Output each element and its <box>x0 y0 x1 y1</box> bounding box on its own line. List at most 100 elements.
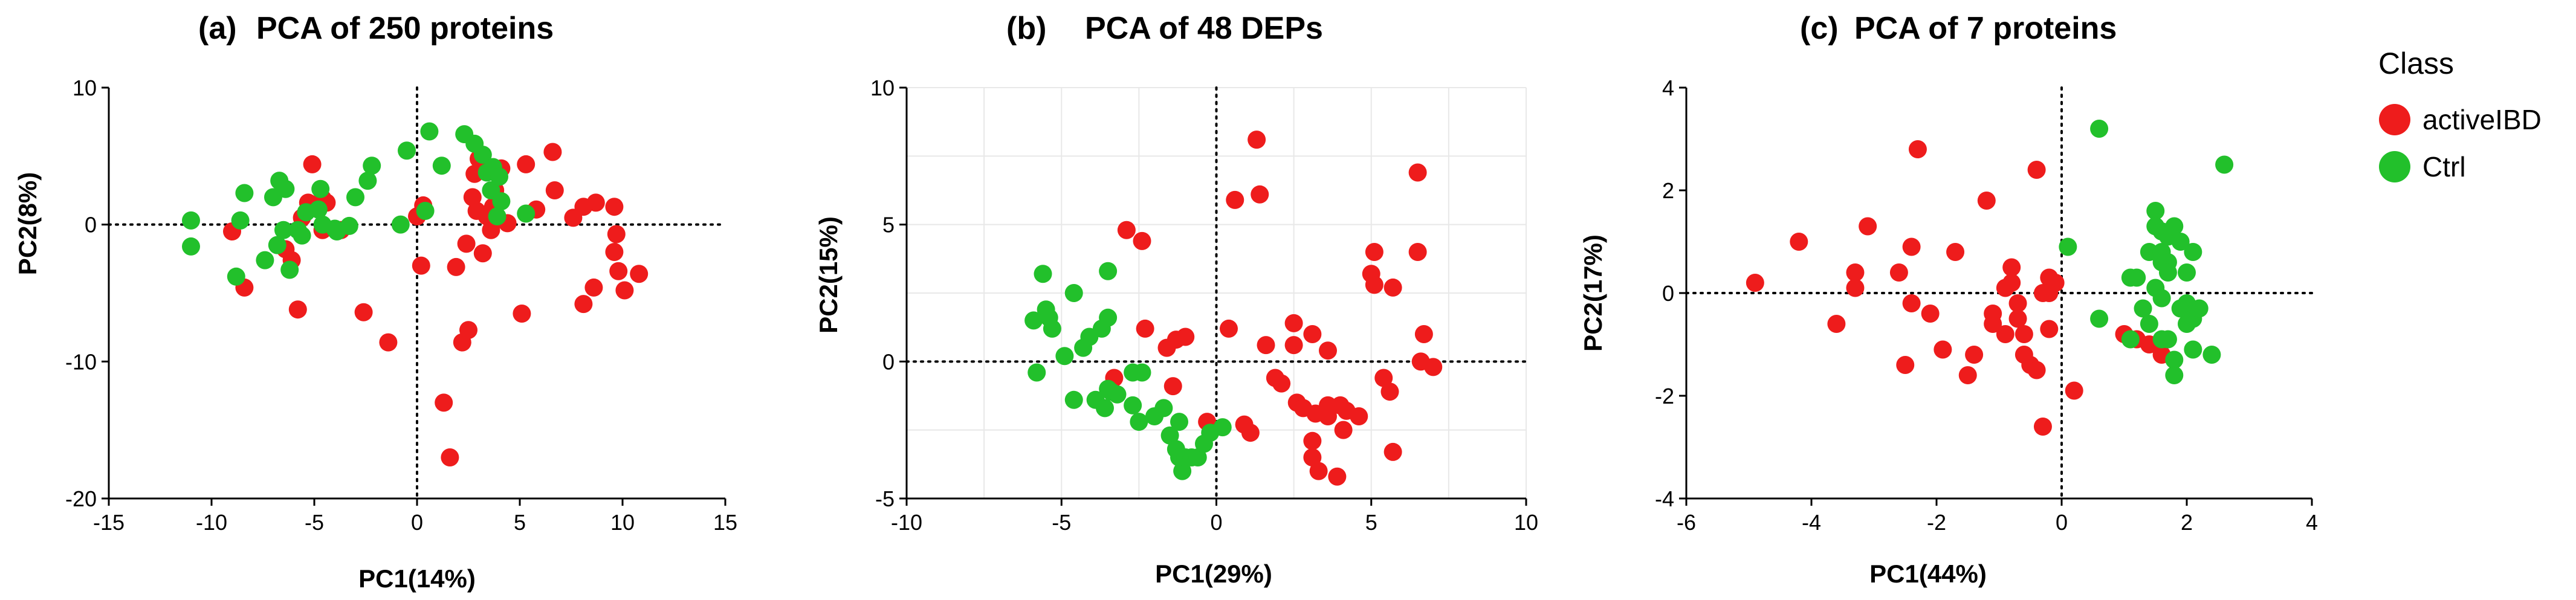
legend-label-Ctrl: Ctrl <box>2422 151 2466 182</box>
panel-a-title: PCA of 250 proteins <box>256 11 554 46</box>
panel-b-point-activeIBD <box>1136 319 1154 338</box>
panel-c-y-tick-label: -4 <box>1655 486 1674 511</box>
panel-b-point-Ctrl <box>1034 265 1052 283</box>
panel-a-x-tick-label: -5 <box>305 510 324 535</box>
panel-b-point-activeIBD <box>1176 327 1195 346</box>
panel-a-point-activeIBD <box>473 244 492 263</box>
panel-b-point-activeIBD <box>1424 358 1443 376</box>
panel-c-point-activeIBD <box>1889 263 1908 282</box>
panel-c-x-tick-label: -4 <box>1802 510 1821 535</box>
panel-a-point-Ctrl <box>274 221 293 239</box>
panel-a-point-activeIBD <box>435 393 453 412</box>
panel-b-point-Ctrl <box>1099 308 1118 327</box>
panel-a-point-activeIBD <box>630 265 649 283</box>
panel-c-point-activeIBD <box>1946 243 1965 261</box>
panel-b-point-activeIBD <box>1303 325 1322 343</box>
panel-a-point-activeIBD <box>463 188 482 207</box>
panel-c-x-tick-label: -2 <box>1927 510 1946 535</box>
panel-a-x-tick-label: -10 <box>196 510 227 535</box>
panel-a-y-tick-label: -20 <box>65 486 97 511</box>
panel-a-point-activeIBD <box>615 281 634 300</box>
panel-b-point-activeIBD <box>1383 442 1402 461</box>
panel-c-point-activeIBD <box>1902 237 1921 256</box>
panel-c-point-activeIBD <box>1859 217 1877 236</box>
panel-c-point-activeIBD <box>2027 361 2046 379</box>
panel-a-point-activeIBD <box>543 143 562 161</box>
panel-a-point-Ctrl <box>432 156 451 175</box>
panel-a-point-activeIBD <box>605 198 624 216</box>
panel-b-point-activeIBD <box>1303 448 1322 466</box>
panel-c-point-activeIBD <box>1746 274 1764 292</box>
panel-b-point-activeIBD <box>1257 336 1275 355</box>
panel-b-point-activeIBD <box>1414 325 1433 343</box>
panel-a-xlabel: PC1(14%) <box>358 564 476 593</box>
panel-a-point-Ctrl <box>490 167 508 186</box>
panel-c-point-Ctrl <box>2128 268 2146 287</box>
panel-c-point-activeIBD <box>1984 315 2002 333</box>
panel-c-y-tick-label: 2 <box>1662 178 1674 203</box>
panel-b-point-activeIBD <box>1226 190 1244 209</box>
legend: Class activeIBD Ctrl <box>2378 47 2542 182</box>
panel-c-point-Ctrl <box>2184 243 2202 261</box>
panel-a-x-tick-label: 0 <box>411 510 423 535</box>
panel-a-point-Ctrl <box>391 215 410 234</box>
panel-a-point-Ctrl <box>346 188 364 207</box>
panel-a-point-Ctrl <box>473 146 492 164</box>
panel-c-point-Ctrl <box>2140 243 2158 261</box>
panel-b-y-tick-label: -5 <box>875 486 895 511</box>
panel-a-point-activeIBD <box>457 234 476 253</box>
panel-a-point-activeIBD <box>586 193 605 212</box>
panel-c-point-activeIBD <box>2046 274 2065 292</box>
panel-a-point-Ctrl <box>182 211 200 230</box>
panel-a-point-Ctrl <box>517 204 536 223</box>
panel-b-point-activeIBD <box>1241 424 1260 442</box>
panel-a-point-Ctrl <box>358 172 377 190</box>
panel-b-point-activeIBD <box>1133 231 1151 250</box>
panel-c-point-Ctrl <box>2152 289 2171 308</box>
panel-a-point-activeIBD <box>517 155 536 173</box>
panel-b-point-Ctrl <box>1130 413 1148 431</box>
panel-c-point-Ctrl <box>2121 330 2140 349</box>
panel-b-point-activeIBD <box>1117 221 1136 239</box>
panel-a-point-Ctrl <box>492 192 511 211</box>
panel-b-point-activeIBD <box>1319 341 1337 360</box>
panel-a-point-Ctrl <box>293 226 311 245</box>
panel-b-point-activeIBD <box>1319 407 1337 425</box>
panel-b-x-tick-label: 0 <box>1210 510 1222 535</box>
panel-b-point-activeIBD <box>1365 243 1383 261</box>
panel-a-point-Ctrl <box>311 179 330 198</box>
panel-a-plot: -15 -10 -5 0 5 10 15 -20 -10 0 10 <box>65 76 737 535</box>
panel-c-point-Ctrl <box>2165 217 2184 236</box>
panel-b-point-Ctrl <box>1064 390 1083 409</box>
panel-c-point-activeIBD <box>1902 294 1921 312</box>
panel-b-y-tick-label: 5 <box>882 213 895 237</box>
panel-b-point-activeIBD <box>1350 407 1368 425</box>
panel-c-point-Ctrl <box>2178 263 2196 282</box>
panel-c-point-activeIBD <box>2065 381 2083 400</box>
panel-c-point-activeIBD <box>2040 320 2059 338</box>
panel-c-point-Ctrl <box>2171 233 2190 251</box>
panel-a-y-tick-label: 10 <box>73 76 97 100</box>
panel-b-point-activeIBD <box>1365 276 1383 294</box>
panel-c-point-activeIBD <box>2002 258 2021 277</box>
panel-c-point-Ctrl <box>2059 237 2077 256</box>
panel-b-point-Ctrl <box>1055 347 1074 366</box>
panel-a-x-tick-label: 10 <box>610 510 635 535</box>
panel-c-point-activeIBD <box>2008 309 2027 328</box>
panel-a-point-Ctrl <box>268 236 286 254</box>
panel-c-point-Ctrl <box>2090 309 2109 328</box>
panel-c-point-activeIBD <box>1790 233 1808 251</box>
panel-a-point-activeIBD <box>574 295 593 314</box>
legend-marker-activeIBD <box>2379 104 2410 135</box>
panel-c-point-activeIBD <box>2033 418 2052 436</box>
panel-b-point-activeIBD <box>1309 462 1328 480</box>
panel-b-ylabel: PC2(15%) <box>814 216 843 334</box>
panel-c-ylabel: PC2(17%) <box>1579 234 1607 352</box>
panel-c-point-activeIBD <box>2027 161 2046 179</box>
panel-a-point-activeIBD <box>303 155 322 173</box>
panel-a-point-Ctrl <box>416 202 435 220</box>
panel-c-point-Ctrl <box>2165 366 2184 384</box>
